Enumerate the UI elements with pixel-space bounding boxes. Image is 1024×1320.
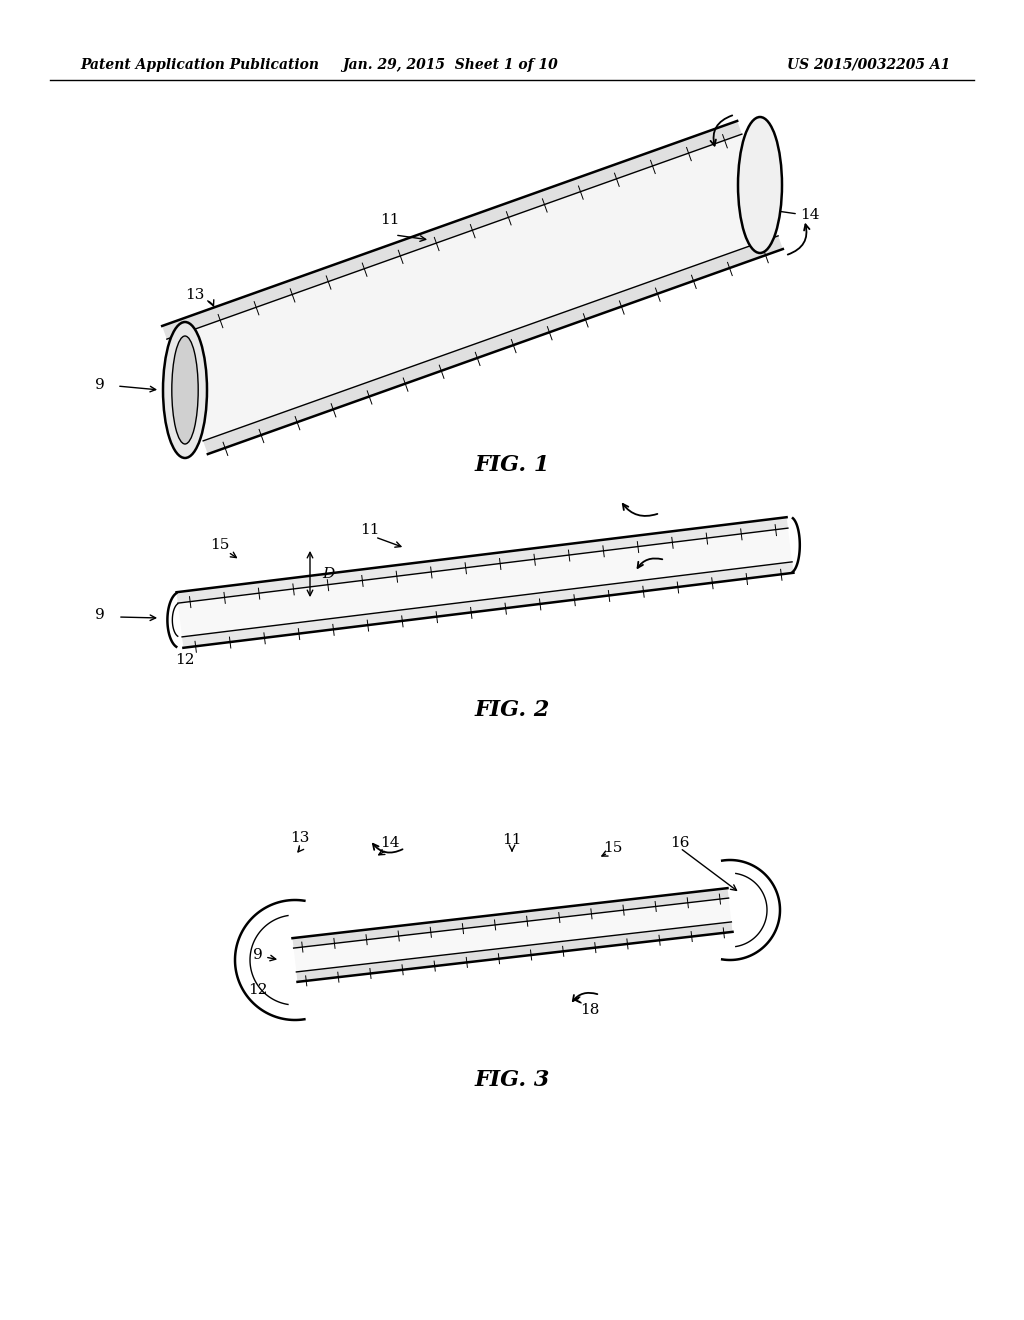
Text: 11: 11 bbox=[380, 213, 399, 227]
Text: D: D bbox=[322, 568, 334, 581]
Text: 12: 12 bbox=[248, 983, 267, 997]
Text: 14: 14 bbox=[380, 836, 399, 850]
Text: 13: 13 bbox=[185, 288, 205, 302]
Text: 12: 12 bbox=[175, 418, 195, 432]
Polygon shape bbox=[293, 888, 732, 982]
Polygon shape bbox=[293, 888, 729, 948]
Polygon shape bbox=[176, 517, 794, 648]
Text: 18: 18 bbox=[581, 1003, 600, 1016]
Polygon shape bbox=[182, 562, 794, 648]
Text: Jan. 29, 2015  Sheet 1 of 10: Jan. 29, 2015 Sheet 1 of 10 bbox=[342, 58, 558, 73]
Text: 14: 14 bbox=[800, 209, 819, 222]
Text: FIG. 2: FIG. 2 bbox=[474, 700, 550, 721]
Text: 11: 11 bbox=[502, 833, 522, 847]
Polygon shape bbox=[162, 121, 741, 339]
Text: 9: 9 bbox=[95, 609, 104, 622]
Text: FIG. 1: FIG. 1 bbox=[474, 454, 550, 477]
Text: 12: 12 bbox=[175, 653, 195, 667]
Text: 15: 15 bbox=[603, 841, 623, 855]
Text: 15: 15 bbox=[210, 539, 229, 552]
Text: 9: 9 bbox=[253, 948, 263, 962]
Ellipse shape bbox=[172, 337, 199, 444]
Ellipse shape bbox=[163, 322, 207, 458]
Text: US 2015/0032205 A1: US 2015/0032205 A1 bbox=[786, 58, 950, 73]
Polygon shape bbox=[203, 236, 782, 454]
Ellipse shape bbox=[738, 117, 782, 253]
Text: Patent Application Publication: Patent Application Publication bbox=[80, 58, 319, 73]
Polygon shape bbox=[162, 121, 782, 454]
Text: 9: 9 bbox=[95, 378, 104, 392]
Text: FIG. 3: FIG. 3 bbox=[474, 1069, 550, 1092]
Polygon shape bbox=[176, 517, 787, 603]
Text: 13: 13 bbox=[291, 832, 309, 845]
Text: 16: 16 bbox=[670, 836, 689, 850]
Text: 11: 11 bbox=[360, 523, 380, 537]
Polygon shape bbox=[296, 921, 732, 982]
